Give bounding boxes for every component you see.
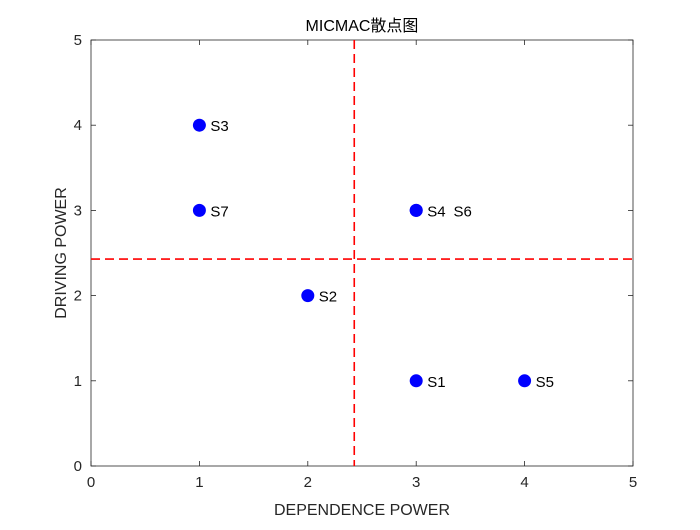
data-point-s2 (301, 289, 315, 303)
data-point-s7 (192, 203, 206, 217)
x-axis-label: DEPENDENCE POWER (274, 502, 450, 519)
point-label-s2: S2 (319, 289, 337, 306)
data-point-s5 (518, 374, 532, 388)
point-label-s7: S7 (210, 203, 228, 220)
data-point-s3 (192, 118, 206, 132)
y-tick-label: 1 (74, 373, 82, 390)
data-point-s6 (409, 203, 423, 217)
y-tick-label: 2 (74, 288, 82, 305)
x-tick-label: 1 (195, 474, 203, 491)
y-axis-label: DRIVING POWER (53, 187, 70, 319)
point-label-s1: S1 (427, 374, 445, 391)
plot-area (90, 39, 634, 467)
x-tick-label: 3 (412, 474, 420, 491)
axis-ticks: 0 1 2 3 4 5 0 1 2 3 4 5 (74, 32, 638, 491)
point-label-s6: S6 (454, 203, 472, 220)
reference-lines (91, 40, 633, 466)
x-tick-label: 0 (87, 474, 95, 491)
y-tick-label: 4 (74, 117, 82, 134)
x-tick-label: 4 (520, 474, 528, 491)
data-points: S1 S2 S3 S4 S5 S6 S7 (192, 118, 554, 391)
y-tick-label: 3 (74, 202, 82, 219)
point-label-s5: S5 (536, 374, 554, 391)
data-point-s1 (409, 374, 423, 388)
chart-title: MICMAC散点图 (306, 17, 419, 35)
y-tick-label: 5 (74, 32, 82, 49)
point-label-s4: S4 (427, 203, 445, 220)
point-label-s3: S3 (210, 118, 228, 135)
y-tick-label: 0 (74, 458, 82, 475)
x-tick-label: 2 (304, 474, 312, 491)
x-tick-label: 5 (629, 474, 637, 491)
